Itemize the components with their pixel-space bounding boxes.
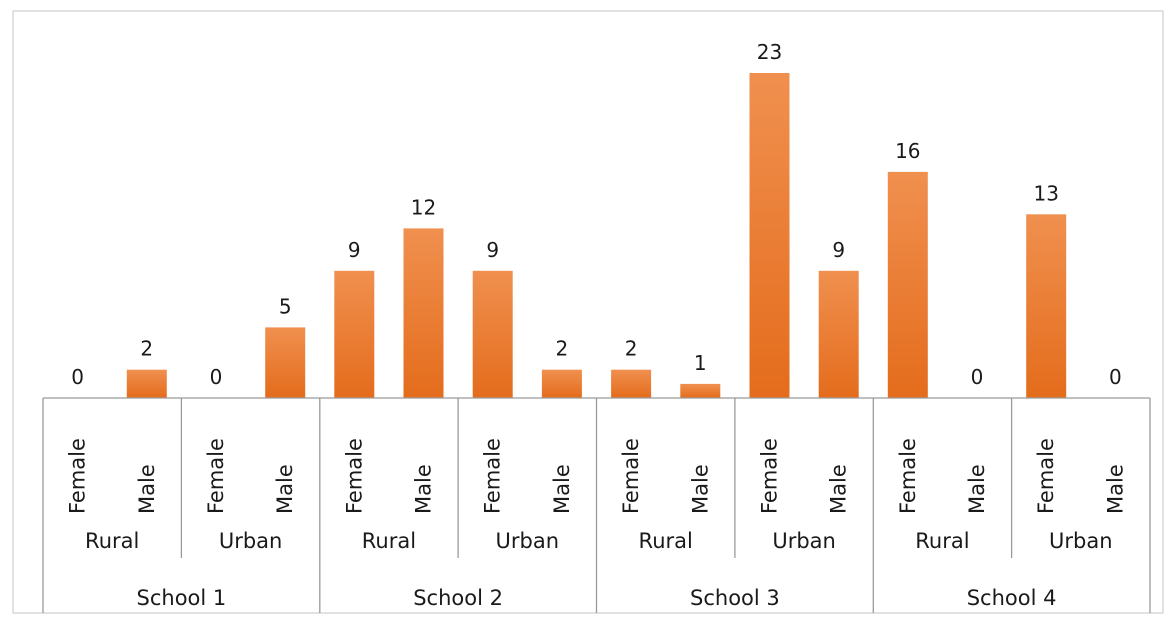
chart-border — [12, 10, 1164, 614]
tick-label-gender: Female — [481, 438, 505, 514]
category-axis: Female Male Female Male Female Male Female Male… — [42, 397, 1151, 613]
tick-label-area: Rural — [85, 529, 139, 553]
data-label: 0 — [971, 365, 984, 389]
data-labels-group: 0 2 0 5 9 12 9 2 2 1 23 9 16 0 13 0 — [71, 40, 1122, 389]
data-label: 0 — [71, 365, 84, 389]
data-label: 0 — [1109, 365, 1122, 389]
tick-label-gender: Female — [342, 438, 366, 514]
bar-school-1-urban-male — [265, 327, 306, 399]
tick-label-school: School 2 — [413, 586, 503, 610]
bar-school-2-rural-female — [334, 270, 375, 398]
tick-label-area: Rural — [915, 529, 969, 553]
tick-label-gender: Male — [1103, 464, 1127, 514]
data-label: 2 — [140, 337, 153, 361]
data-label: 9 — [832, 238, 845, 262]
tick-label-gender: Male — [412, 464, 436, 514]
tick-label-area: Urban — [1049, 529, 1113, 553]
bar-school-4-rural-female — [887, 171, 928, 398]
tick-label-school: School 1 — [137, 586, 227, 610]
bars-group — [126, 73, 1067, 399]
data-label: 9 — [486, 238, 499, 262]
tick-label-gender: Female — [204, 438, 228, 514]
data-label: 9 — [348, 238, 361, 262]
tick-label-gender: Female — [758, 438, 782, 514]
data-label: 16 — [895, 139, 920, 163]
tick-label-gender: Female — [66, 438, 90, 514]
tick-label-gender: Male — [273, 464, 297, 514]
tick-label-area: Urban — [219, 529, 283, 553]
bar-school-3-rural-male — [680, 383, 721, 398]
tick-label-gender: Male — [827, 464, 851, 514]
bar-school-2-rural-male — [403, 228, 444, 398]
tick-label-school: School 3 — [690, 586, 780, 610]
data-label: 0 — [210, 365, 223, 389]
bar-school-1-rural-male — [126, 369, 167, 398]
tick-label-gender: Female — [619, 438, 643, 514]
bar-school-2-urban-male — [541, 369, 582, 398]
tick-label-area: Rural — [639, 529, 693, 553]
data-label: 1 — [694, 351, 707, 375]
data-label: 2 — [625, 337, 638, 361]
tick-label-gender: Female — [896, 438, 920, 514]
tick-label-area: Urban — [496, 529, 560, 553]
tick-label-gender: Female — [1034, 438, 1058, 514]
tick-label-school: School 4 — [967, 586, 1057, 610]
data-label: 23 — [757, 40, 782, 64]
bar-school-2-urban-female — [472, 270, 513, 398]
tick-label-gender: Male — [550, 464, 574, 514]
bar-school-4-urban-female — [1026, 214, 1067, 398]
tick-label-area: Rural — [362, 529, 416, 553]
bar-school-3-urban-female — [749, 73, 790, 398]
data-label: 13 — [1033, 181, 1058, 205]
data-label: 2 — [556, 337, 569, 361]
tick-label-gender: Male — [965, 464, 989, 514]
tick-label-gender: Male — [135, 464, 159, 514]
bar-school-3-urban-male — [818, 270, 859, 398]
bar-school-3-rural-female — [611, 369, 652, 398]
data-label: 12 — [411, 195, 436, 219]
data-label: 5 — [279, 294, 292, 318]
tick-label-gender: Male — [688, 464, 712, 514]
tick-label-area: Urban — [772, 529, 836, 553]
